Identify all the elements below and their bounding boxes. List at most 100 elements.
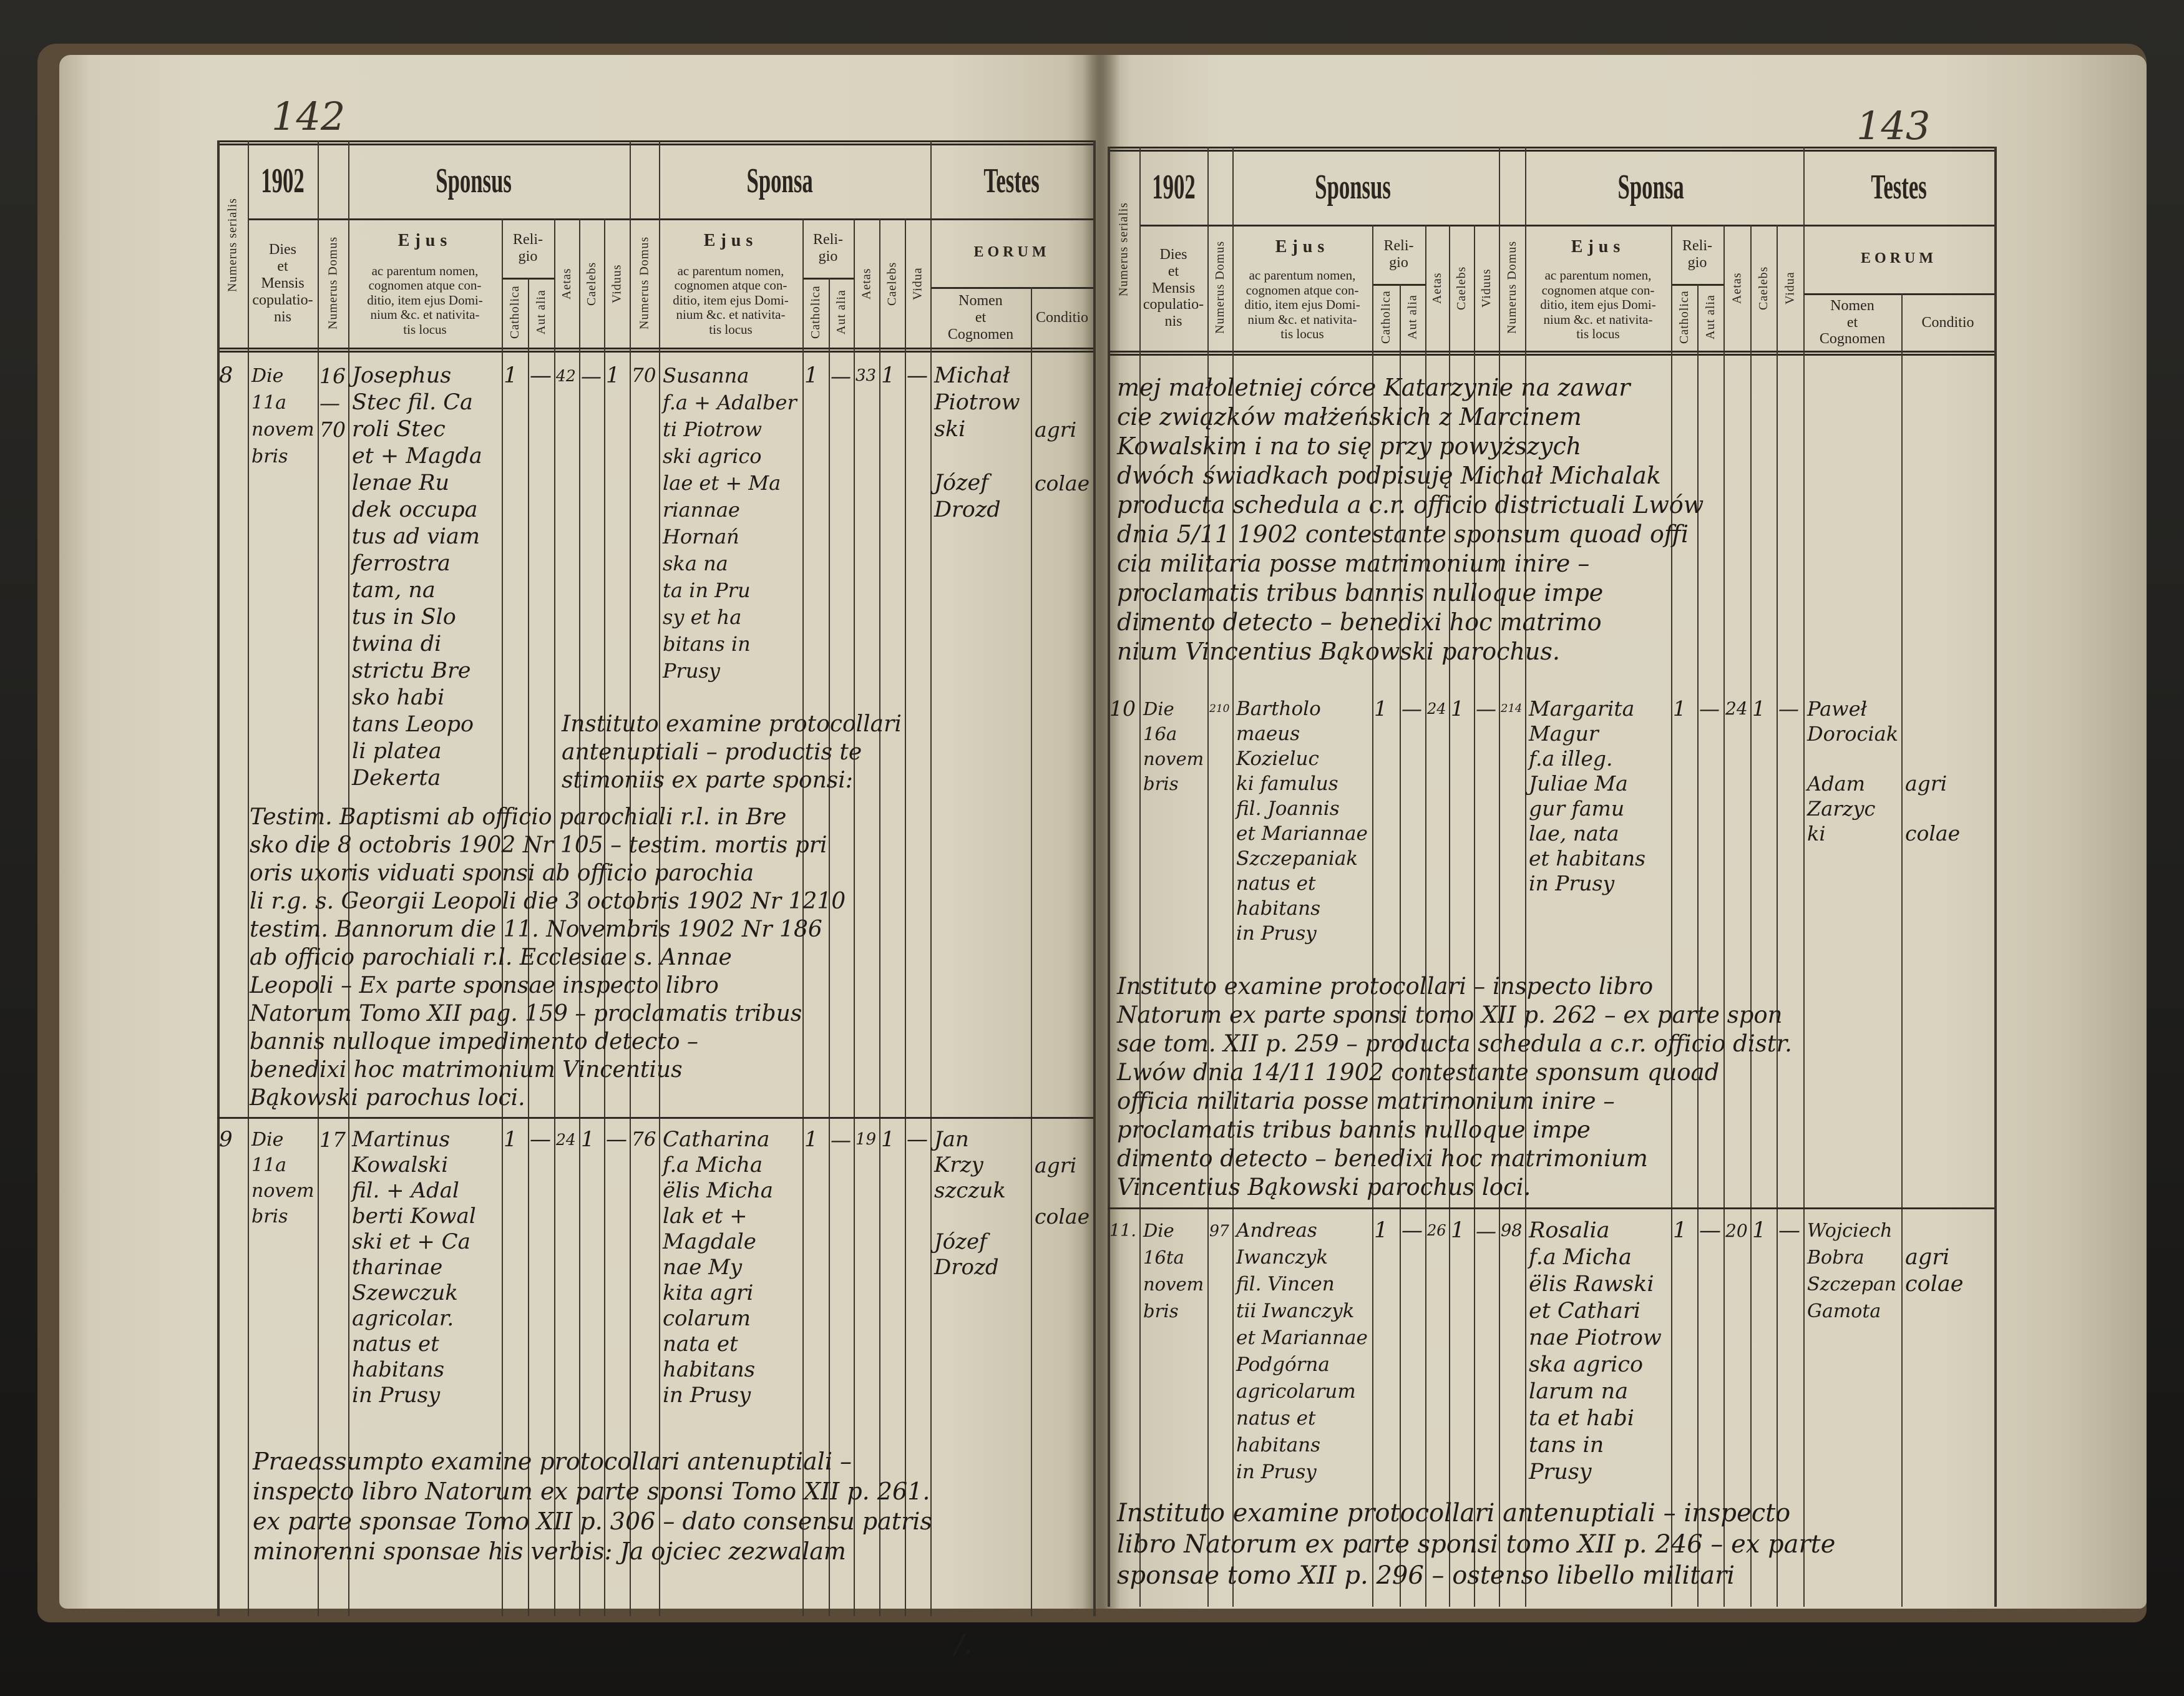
entry-serial: 8 xyxy=(219,363,233,388)
entry-sponsa-aut-alia: — xyxy=(831,1128,851,1152)
header-ejus-title: Ejus xyxy=(703,231,758,251)
entry-dies: Die 11a novem bris xyxy=(251,365,314,467)
header-numerus-domus: Numerus Domus xyxy=(1212,240,1227,334)
header-year-text: 1902 xyxy=(261,161,305,200)
entry-domus-sponsus: 17 xyxy=(319,1128,346,1152)
entry-sponsus-aetas: 42 xyxy=(556,367,576,385)
header-numerus-domus: Numerus Domus xyxy=(326,236,340,329)
entry-sponsa-catholica: 1 xyxy=(804,1127,818,1152)
header-nomen-cognomen: Nomen et Cognomen xyxy=(947,293,1014,343)
column-rule xyxy=(829,278,830,1616)
entry-sponsa-aetas: 24 xyxy=(1725,698,1748,719)
column-rule xyxy=(1449,225,1450,1607)
header-caelebs: Caelebs xyxy=(885,261,899,306)
entry-sponsus-viduus: 1 xyxy=(606,363,620,388)
entry-dies: Die 16ta novem bris xyxy=(1143,1220,1204,1322)
entry-sponsus: Josephus Stec fil. Ca roli Stec et + Mag… xyxy=(352,363,482,791)
entry-sponsa: Susanna f.a + Adalber ti Piotrow ski agr… xyxy=(663,364,797,683)
group-header-rule xyxy=(1139,225,1994,227)
header-bottom-rule xyxy=(1108,351,1994,356)
header-eorum: EORUM xyxy=(1861,250,1937,266)
column-rule xyxy=(905,218,906,1616)
entry-domus-sponsus: 210 xyxy=(1209,703,1230,715)
column-rule xyxy=(579,218,580,1616)
header-testes: Testes xyxy=(1803,153,1994,222)
entry-sponsa-vidua: — xyxy=(1778,1218,1800,1243)
column-rule xyxy=(659,140,660,1616)
column-rule xyxy=(1750,225,1752,1607)
entry-testes-conditio: agri colae xyxy=(1905,1245,1964,1297)
entry-sponsus-aut-alia: — xyxy=(1402,696,1422,721)
left-page-number: 142 xyxy=(271,94,346,139)
entry-sponsa-caelebs: 1 xyxy=(1752,696,1765,721)
entry-domus-sponsus: 97 xyxy=(1209,1222,1229,1240)
entry-sponsus-aetas: 24 xyxy=(556,1131,576,1149)
entry-sponsus-viduus: — xyxy=(1476,1219,1496,1243)
header-testes-text: Testes xyxy=(1871,167,1927,207)
header-sponsus: Sponsus xyxy=(1207,153,1499,222)
column-rule xyxy=(1901,293,1903,1607)
column-rule xyxy=(802,218,804,1616)
entry-sponsus-aut-alia: — xyxy=(530,1127,551,1152)
entry-testes-nomen: Michał Piotrow ski Józef Drozd xyxy=(934,363,1020,522)
eorum-rule xyxy=(930,287,1093,289)
entry-testes-conditio: agri colae xyxy=(1035,417,1090,495)
header-conditio: Conditio xyxy=(1035,309,1088,326)
entry-domus-sponsa: 76 xyxy=(631,1128,656,1151)
entry-sponsus-catholica: 1 xyxy=(504,1127,517,1152)
header-ejus-text: ac parentum nomen, cognomen atque con- d… xyxy=(1540,268,1656,342)
column-rule xyxy=(1400,284,1401,1607)
header-aut-alia: Aut alia xyxy=(834,290,848,335)
header-year: 1902 xyxy=(1139,153,1207,222)
column-rule xyxy=(348,140,349,1616)
entry-sponsa-caelebs: 1 xyxy=(881,363,895,388)
header-numerus-domus: Numerus Domus xyxy=(1504,240,1519,334)
entry-sponsus-viduus: — xyxy=(1476,696,1496,721)
column-rule xyxy=(1671,225,1672,1607)
column-rule xyxy=(554,218,555,1616)
entry-serial: 10 xyxy=(1109,696,1136,721)
entry-serial: 11. xyxy=(1109,1221,1136,1240)
header-sponsa-text: Sponsa xyxy=(1617,167,1685,207)
entry-sponsus-caelebs: 1 xyxy=(1451,696,1464,721)
header-testes: Testes xyxy=(930,147,1093,215)
header-aut-alia: Aut alia xyxy=(534,290,548,335)
entry-sponsa-aetas: 19 xyxy=(856,1130,877,1149)
column-rule xyxy=(604,218,605,1616)
header-caelebs: Caelebs xyxy=(584,261,598,306)
column-rule xyxy=(854,218,855,1616)
entry-testes-nomen: Wojciech Bobra Szczepan Gamota xyxy=(1807,1220,1897,1322)
header-sponsus-text: Sponsus xyxy=(1315,167,1392,207)
entry-sponsa-caelebs: 1 xyxy=(1752,1218,1767,1243)
entry-sponsus-catholica: 1 xyxy=(1374,1218,1388,1243)
column-rule xyxy=(318,140,319,1616)
column-rule xyxy=(502,218,503,1616)
column-rule xyxy=(1372,225,1373,1607)
header-religio: Reli- gio xyxy=(1383,238,1414,271)
header-religio: Reli- gio xyxy=(813,231,843,265)
entry-sponsa-aut-alia: — xyxy=(831,364,851,388)
header-aetas: Aetas xyxy=(1730,272,1744,305)
header-religio: Reli- gio xyxy=(513,231,543,265)
header-caelebs: Caelebs xyxy=(1756,266,1770,311)
entry-domus-sponsa: 70 xyxy=(631,364,656,387)
entry-sponsa-caelebs: 1 xyxy=(881,1127,895,1152)
right-page xyxy=(1098,55,2147,1609)
column-rule xyxy=(1093,140,1096,1616)
entry-sponsus: Martinus Kowalski fil. + Adal berti Kowa… xyxy=(352,1127,476,1408)
column-rule xyxy=(1425,225,1426,1607)
header-ejus-title: Ejus xyxy=(397,231,452,251)
header-catholica: Catholica xyxy=(808,285,822,339)
header-numerus-serialis: Numerus serialis xyxy=(1116,202,1131,297)
header-year: 1902 xyxy=(248,147,318,215)
header-viduus: Viduus xyxy=(1479,268,1493,308)
header-testes-text: Testes xyxy=(983,161,1040,200)
header-sponsa: Sponsa xyxy=(630,147,930,215)
header-catholica: Catholica xyxy=(507,285,522,339)
entry-dies: Die 11a novem bris xyxy=(251,1129,314,1227)
entry-sponsa-aut-alia: — xyxy=(1699,1218,1721,1243)
header-religio: Reli- gio xyxy=(1682,238,1712,271)
entry-separator xyxy=(217,1117,1093,1119)
entry-sponsa: Margarita Magur f.a illeg. Juliae Ma gur… xyxy=(1529,696,1646,895)
column-rule xyxy=(1474,225,1475,1607)
